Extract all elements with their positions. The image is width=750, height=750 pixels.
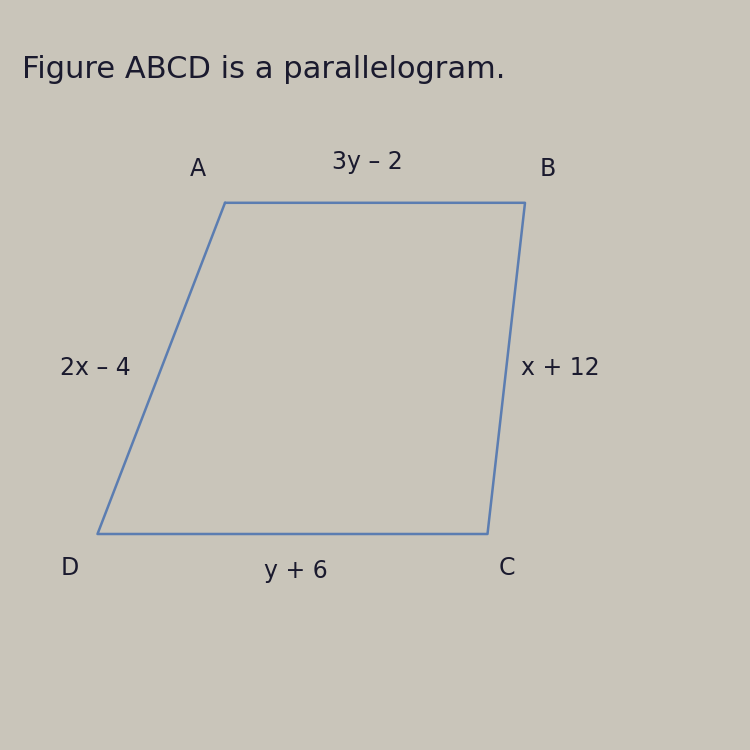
Text: A: A (190, 158, 206, 182)
Text: D: D (61, 556, 79, 580)
Text: y + 6: y + 6 (264, 560, 328, 584)
Text: 2x – 4: 2x – 4 (61, 356, 131, 380)
Text: x + 12: x + 12 (521, 356, 600, 380)
Text: Figure ABCD is a parallelogram.: Figure ABCD is a parallelogram. (22, 56, 506, 84)
Text: B: B (540, 158, 556, 182)
Text: C: C (499, 556, 515, 580)
Text: 3y – 2: 3y – 2 (332, 150, 403, 174)
